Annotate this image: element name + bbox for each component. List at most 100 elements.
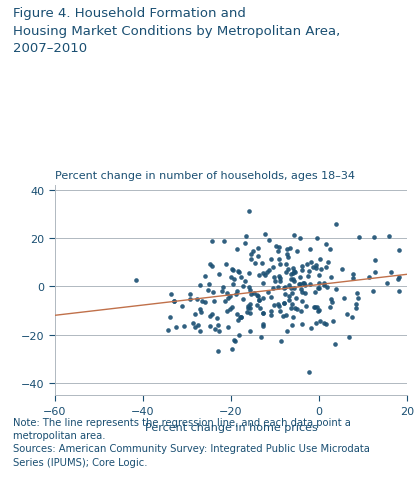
Point bbox=[171, 298, 177, 305]
Point bbox=[275, 301, 281, 308]
Point bbox=[230, 266, 236, 274]
Point bbox=[247, 309, 254, 317]
Point bbox=[256, 305, 263, 312]
Point bbox=[255, 244, 262, 252]
Point bbox=[255, 296, 262, 304]
Point bbox=[322, 321, 329, 328]
Point bbox=[290, 269, 297, 277]
Point bbox=[271, 302, 278, 310]
Point bbox=[170, 297, 177, 305]
Point bbox=[349, 274, 356, 282]
Point bbox=[237, 313, 244, 321]
Point bbox=[281, 285, 288, 292]
Point bbox=[263, 269, 270, 277]
Point bbox=[303, 303, 310, 310]
Point bbox=[231, 276, 238, 284]
Point bbox=[244, 303, 251, 310]
Point bbox=[320, 319, 327, 327]
Point bbox=[281, 300, 288, 308]
Point bbox=[284, 327, 291, 335]
Point bbox=[251, 259, 258, 267]
Point bbox=[270, 273, 277, 281]
Point bbox=[306, 246, 313, 254]
Point bbox=[270, 285, 276, 292]
Point bbox=[311, 304, 318, 311]
Point bbox=[247, 305, 253, 313]
Point bbox=[260, 309, 267, 317]
Point bbox=[349, 314, 355, 322]
Point bbox=[287, 285, 294, 293]
Point bbox=[292, 305, 299, 313]
Point bbox=[262, 230, 268, 238]
Point bbox=[329, 298, 336, 306]
Point bbox=[281, 299, 288, 307]
Point bbox=[281, 284, 288, 292]
Point bbox=[346, 334, 353, 342]
Point bbox=[298, 308, 305, 316]
Point bbox=[283, 261, 289, 269]
Point bbox=[280, 313, 286, 321]
Point bbox=[302, 290, 309, 298]
Point bbox=[299, 280, 306, 287]
Point bbox=[213, 315, 220, 323]
Point bbox=[234, 246, 241, 254]
Point bbox=[235, 268, 242, 276]
Point bbox=[354, 289, 360, 297]
Point bbox=[208, 238, 215, 246]
Point bbox=[286, 244, 293, 252]
Point bbox=[281, 290, 288, 298]
Point bbox=[284, 254, 291, 262]
Point bbox=[283, 245, 290, 253]
X-axis label: Percent change in home prices: Percent change in home prices bbox=[144, 423, 318, 432]
Point bbox=[315, 308, 321, 316]
Point bbox=[293, 294, 300, 302]
Point bbox=[275, 247, 282, 255]
Point bbox=[225, 323, 231, 331]
Point bbox=[274, 284, 281, 292]
Point bbox=[240, 295, 247, 303]
Point bbox=[315, 284, 322, 292]
Point bbox=[310, 264, 316, 272]
Point bbox=[260, 322, 267, 330]
Point bbox=[242, 277, 249, 285]
Point bbox=[256, 272, 262, 280]
Point bbox=[251, 289, 258, 297]
Point bbox=[215, 347, 222, 355]
Point bbox=[299, 289, 306, 297]
Point bbox=[233, 291, 240, 299]
Point bbox=[194, 296, 200, 304]
Point bbox=[350, 270, 357, 278]
Point bbox=[211, 297, 218, 305]
Point bbox=[244, 308, 250, 316]
Point bbox=[268, 256, 275, 264]
Point bbox=[190, 320, 197, 327]
Point bbox=[243, 233, 249, 241]
Point bbox=[228, 346, 235, 353]
Point bbox=[234, 310, 241, 318]
Point bbox=[289, 322, 296, 329]
Point bbox=[314, 304, 320, 311]
Text: Figure 4. Household Formation and
Housing Market Conditions by Metropolitan Area: Figure 4. Household Formation and Housin… bbox=[13, 7, 340, 55]
Point bbox=[202, 273, 208, 281]
Point bbox=[329, 317, 336, 325]
Point bbox=[186, 296, 193, 304]
Point bbox=[273, 243, 279, 251]
Point bbox=[277, 275, 284, 283]
Point bbox=[385, 233, 392, 241]
Point bbox=[194, 322, 201, 329]
Point bbox=[289, 276, 296, 284]
Point bbox=[227, 273, 234, 281]
Point bbox=[299, 297, 306, 305]
Point bbox=[245, 305, 252, 312]
Point bbox=[355, 233, 362, 241]
Point bbox=[234, 287, 240, 295]
Point bbox=[237, 313, 244, 321]
Point bbox=[299, 267, 306, 275]
Point bbox=[206, 322, 213, 330]
Point bbox=[290, 314, 297, 322]
Point bbox=[306, 368, 313, 376]
Point bbox=[323, 263, 329, 271]
Point bbox=[236, 268, 243, 276]
Point bbox=[215, 328, 222, 336]
Point bbox=[205, 287, 212, 295]
